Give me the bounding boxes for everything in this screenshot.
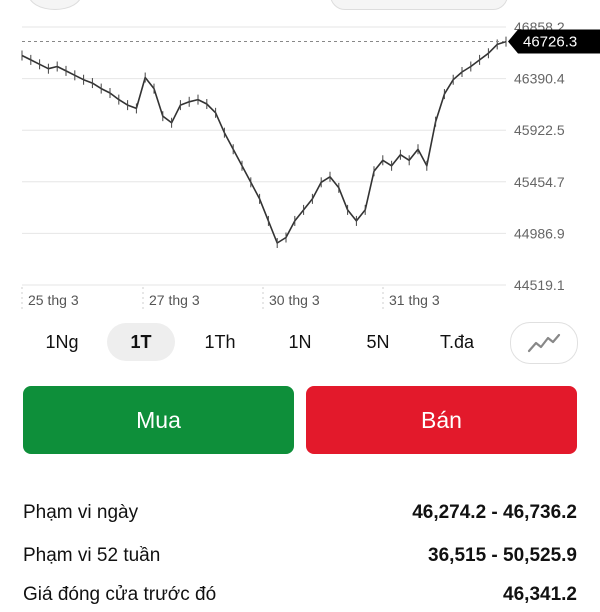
sell-button[interactable]: Bán (306, 386, 577, 454)
price-chart[interactable]: 46858.2 46390.4 45922.5 45454.7 44986.9 44519… (0, 0, 600, 312)
period-1th[interactable]: 1Th (204, 332, 236, 352)
period-5n[interactable]: 5N (366, 332, 390, 352)
stat-value: 36,515 - 50,525.9 (428, 545, 577, 566)
y-tick-label: 44519.1 (514, 277, 565, 293)
period-1ng[interactable]: 1Ng (45, 332, 79, 352)
x-tick-label: 30 thg 3 (269, 292, 320, 308)
price-series-line (21, 40, 507, 244)
current-price-label: 46726.3 (523, 34, 577, 51)
y-tick-label: 44986.9 (514, 225, 565, 241)
chart-svg: 46858.246390.445922.545454.744986.944519… (21, 19, 600, 310)
stat-label: Phạm vi ngày (23, 502, 139, 523)
x-tick-label: 25 thg 3 (28, 292, 79, 308)
period-tda[interactable]: T.đa (439, 332, 475, 352)
stat-value: 46,274.2 - 46,736.2 (412, 502, 577, 523)
stat-row-day-range: Phạm vi ngày 46,274.2 - 46,736.2 (23, 494, 577, 530)
current-price-tag (508, 29, 600, 54)
y-tick-label: 46390.4 (514, 71, 565, 87)
x-tick-label: 27 thg 3 (149, 292, 200, 308)
stat-label: Phạm vi 52 tuần (23, 545, 161, 566)
y-tick-label: 45922.5 (514, 122, 565, 138)
stat-label: Giá đóng cửa trước đó (23, 584, 217, 605)
period-selector: 1Ng 1T 1Th 1N 5N T.đa (0, 318, 600, 370)
x-tick-label: 31 thg 3 (389, 292, 440, 308)
stat-value: 46,341.2 (503, 584, 577, 605)
chart-type-toggle[interactable] (510, 322, 578, 364)
buy-button[interactable]: Mua (23, 386, 294, 454)
stat-row-prev-close: Giá đóng cửa trước đó 46,341.2 (23, 576, 577, 612)
line-chart-icon (527, 333, 561, 353)
stat-row-52w-range: Phạm vi 52 tuần 36,515 - 50,525.9 (23, 537, 577, 573)
period-1t[interactable]: 1T (107, 323, 175, 361)
period-1n[interactable]: 1N (288, 332, 312, 352)
y-tick-label: 45454.7 (514, 174, 565, 190)
